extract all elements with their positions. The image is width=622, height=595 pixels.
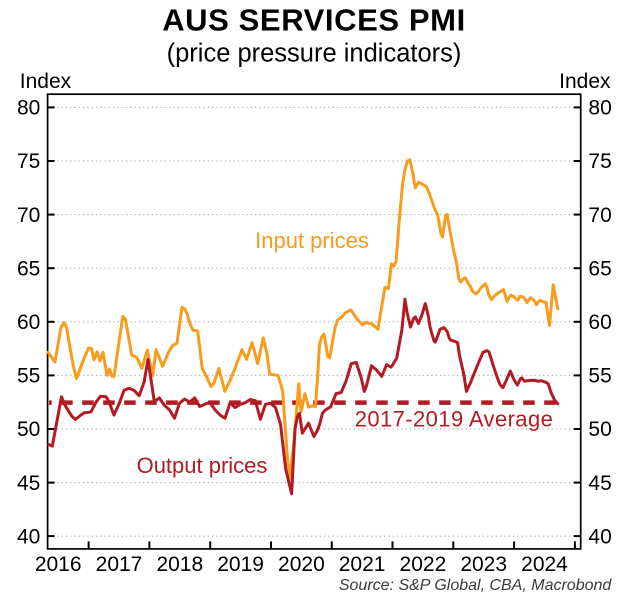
svg-text:75: 75 xyxy=(17,150,40,173)
svg-text:80: 80 xyxy=(17,97,40,120)
svg-text:55: 55 xyxy=(588,365,611,388)
svg-text:40: 40 xyxy=(588,525,611,548)
svg-text:2022: 2022 xyxy=(400,553,447,576)
svg-text:Input prices: Input prices xyxy=(255,228,369,253)
svg-text:(price pressure indicators): (price pressure indicators) xyxy=(167,40,462,68)
svg-text:45: 45 xyxy=(17,472,40,495)
svg-text:2017-2019 Average: 2017-2019 Average xyxy=(355,407,553,432)
svg-text:2019: 2019 xyxy=(217,553,264,576)
svg-text:70: 70 xyxy=(588,204,611,227)
svg-text:2023: 2023 xyxy=(460,553,507,576)
svg-text:65: 65 xyxy=(17,257,40,280)
svg-text:50: 50 xyxy=(17,418,40,441)
svg-text:Output prices: Output prices xyxy=(137,453,268,478)
svg-text:55: 55 xyxy=(17,365,40,388)
svg-text:45: 45 xyxy=(588,472,611,495)
svg-text:65: 65 xyxy=(588,257,611,280)
svg-text:40: 40 xyxy=(17,525,40,548)
svg-text:Index: Index xyxy=(559,70,611,93)
svg-text:50: 50 xyxy=(588,418,611,441)
svg-text:2020: 2020 xyxy=(278,553,325,576)
svg-text:80: 80 xyxy=(588,97,611,120)
svg-text:75: 75 xyxy=(588,150,611,173)
svg-text:AUS SERVICES PMI: AUS SERVICES PMI xyxy=(162,3,466,38)
svg-text:2016: 2016 xyxy=(35,553,82,576)
svg-text:Index: Index xyxy=(20,70,72,93)
svg-text:2018: 2018 xyxy=(156,553,203,576)
svg-text:2021: 2021 xyxy=(339,553,386,576)
svg-text:60: 60 xyxy=(588,311,611,334)
svg-text:60: 60 xyxy=(17,311,40,334)
svg-text:2017: 2017 xyxy=(96,553,143,576)
svg-text:2024: 2024 xyxy=(521,553,568,576)
svg-text:70: 70 xyxy=(17,204,40,227)
svg-text:Source: S&P Global, CBA, Macro: Source: S&P Global, CBA, Macrobond xyxy=(339,577,613,594)
